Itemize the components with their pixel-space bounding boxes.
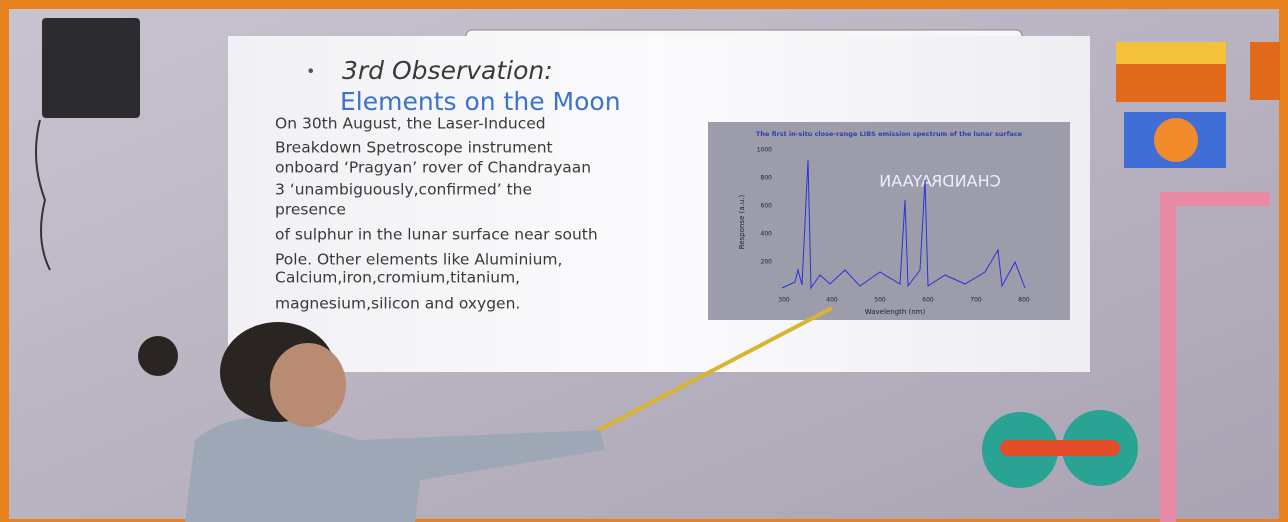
body-line: Calcium,iron,cromium,titanium, <box>275 269 520 287</box>
body-line: Pole. Other elements like Aluminium, <box>275 251 562 269</box>
slide-title: 3rd Observation: <box>342 56 553 85</box>
inset-x-tick: 400 <box>826 297 838 304</box>
painting-sky <box>1116 42 1226 64</box>
inset-x-tick: 500 <box>874 297 886 304</box>
dial-bar <box>1000 440 1120 456</box>
body-line: Breakdown Spetroscope instrument <box>275 139 553 157</box>
inset-y-tick: 800 <box>761 175 773 182</box>
inset-x-tick: 600 <box>922 297 934 304</box>
body-line: magnesium,silicon and oxygen. <box>275 295 520 313</box>
inset-x-tick: 300 <box>778 297 790 304</box>
inset-title: The first in-situ close-range LIBS emiss… <box>756 130 1023 138</box>
painting-sun <box>1154 118 1198 162</box>
inset-watermark: CHANDRAYAAN <box>879 172 1000 191</box>
inset-x-label: Wavelength (nm) <box>865 308 926 316</box>
presenter-bun <box>138 336 178 376</box>
bullet: • <box>306 62 315 81</box>
speaker <box>42 18 140 118</box>
body-line: 3 ‘unambiguously,confirmed’ the <box>275 181 532 199</box>
photo: • 3rd Observation: Elements on the Moon … <box>0 0 1288 522</box>
body-line: of sulphur in the lunar surface near sou… <box>275 226 598 244</box>
inset-x-tick: 700 <box>970 297 982 304</box>
slide-subtitle: Elements on the Moon <box>340 87 621 116</box>
inset-y-tick: 200 <box>761 259 773 266</box>
body-line: presence <box>275 201 346 219</box>
inset-y-tick: 400 <box>761 231 773 238</box>
presenter-face <box>270 343 346 427</box>
inset-y-tick: 1000 <box>757 147 772 154</box>
inset-y-tick: 600 <box>761 203 773 210</box>
decor-border <box>1160 192 1270 206</box>
painting <box>1250 42 1280 100</box>
body-line: On 30th August, the Laser-Induced <box>275 115 546 133</box>
inset-y-label: Response (a.u.) <box>738 194 746 249</box>
decor-border <box>1160 192 1176 522</box>
body-line: onboard ‘Pragyan’ rover of Chandrayaan <box>275 159 591 177</box>
inset-x-tick: 800 <box>1018 297 1030 304</box>
